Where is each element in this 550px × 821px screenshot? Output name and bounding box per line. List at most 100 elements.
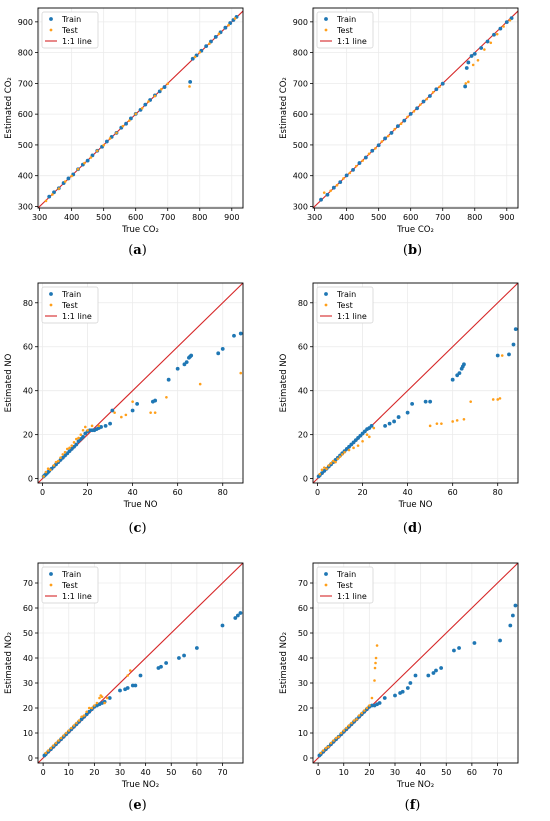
test-point bbox=[61, 453, 65, 456]
legend-train-label: Train bbox=[61, 290, 81, 299]
test-point bbox=[332, 739, 335, 742]
train-point bbox=[338, 180, 343, 185]
test-point bbox=[54, 460, 58, 464]
x-tick-label: 0 bbox=[41, 768, 46, 777]
test-point bbox=[95, 701, 99, 705]
train-point bbox=[510, 613, 515, 618]
test-point bbox=[365, 706, 369, 710]
x-axis-label: True NO₂ bbox=[396, 780, 434, 790]
train-point bbox=[164, 661, 169, 665]
x-tick-label: 0 bbox=[315, 488, 320, 497]
test-point bbox=[198, 51, 202, 54]
test-point bbox=[74, 437, 78, 441]
train-point bbox=[408, 681, 413, 685]
test-point bbox=[347, 724, 351, 727]
test-point bbox=[128, 669, 132, 672]
train-point bbox=[509, 16, 514, 21]
train-point bbox=[81, 434, 85, 439]
x-tick-label: 0 bbox=[316, 768, 321, 777]
test-point bbox=[345, 726, 348, 730]
test-point bbox=[90, 706, 94, 710]
train-point bbox=[99, 425, 103, 429]
train-point bbox=[457, 646, 461, 650]
test-point bbox=[97, 424, 101, 428]
test-point bbox=[49, 468, 52, 472]
train-point bbox=[369, 423, 374, 428]
train-point bbox=[363, 155, 368, 160]
x-tick-label: 60 bbox=[448, 488, 458, 497]
train-point bbox=[387, 421, 392, 426]
x-tick-label: 300 bbox=[32, 213, 47, 222]
train-point bbox=[498, 26, 503, 31]
train-point bbox=[393, 693, 397, 698]
test-point bbox=[352, 719, 356, 722]
test-point bbox=[338, 455, 342, 458]
legend-test-marker bbox=[324, 28, 328, 32]
test-point bbox=[367, 152, 371, 156]
y-tick-label: 60 bbox=[23, 343, 33, 352]
train-point bbox=[408, 111, 413, 116]
test-point bbox=[368, 704, 371, 707]
x-tick-label: 800 bbox=[192, 213, 207, 222]
test-point bbox=[193, 55, 197, 59]
y-tick-label: 80 bbox=[23, 299, 33, 308]
test-point bbox=[342, 729, 346, 732]
test-point bbox=[100, 695, 104, 699]
plot-frame bbox=[37, 282, 244, 484]
x-tick-label: 10 bbox=[64, 768, 74, 777]
test-point bbox=[321, 749, 325, 752]
legend-line-label: 1:1 line bbox=[337, 312, 367, 321]
test-point bbox=[352, 446, 355, 450]
train-point bbox=[495, 353, 500, 358]
test-point bbox=[52, 744, 55, 747]
y-tick-label: 40 bbox=[298, 654, 308, 663]
test-point bbox=[79, 433, 83, 436]
y-tick-label: 70 bbox=[23, 579, 33, 588]
train-point bbox=[331, 185, 336, 190]
test-point bbox=[198, 382, 202, 386]
train-point bbox=[90, 153, 95, 158]
test-point bbox=[399, 122, 403, 125]
y-tick-label: 300 bbox=[18, 202, 33, 211]
legend-train-marker bbox=[49, 17, 53, 21]
x-tick-label: 900 bbox=[499, 213, 514, 222]
train-point bbox=[157, 89, 162, 94]
test-point bbox=[489, 41, 493, 45]
test-point bbox=[208, 42, 211, 45]
test-point bbox=[81, 428, 85, 432]
x-tick-label: 80 bbox=[218, 488, 228, 497]
test-point bbox=[495, 32, 499, 36]
test-point bbox=[322, 191, 326, 194]
train-point bbox=[511, 342, 516, 347]
test-point bbox=[105, 696, 109, 700]
x-tick-label: 500 bbox=[96, 213, 111, 222]
train-point bbox=[47, 194, 52, 199]
x-tick-label: 50 bbox=[166, 768, 176, 777]
legend-train-label: Train bbox=[61, 15, 81, 24]
test-point bbox=[120, 415, 123, 419]
test-point bbox=[89, 156, 93, 159]
x-tick-label: 40 bbox=[403, 488, 413, 497]
panel-label-e: (e) bbox=[128, 798, 147, 813]
train-point bbox=[457, 371, 462, 376]
test-point bbox=[84, 425, 87, 429]
y-tick-label: 10 bbox=[298, 729, 308, 738]
y-tick-label: 30 bbox=[298, 679, 308, 688]
plot-frame bbox=[312, 282, 519, 484]
test-point bbox=[370, 696, 374, 700]
train-point bbox=[383, 423, 387, 428]
test-point bbox=[44, 199, 48, 203]
y-tick-label: 50 bbox=[23, 629, 33, 638]
train-point bbox=[452, 648, 456, 653]
y-tick-label: 500 bbox=[18, 141, 33, 150]
test-point bbox=[372, 426, 376, 430]
x-axis-label: True NO₂ bbox=[121, 780, 159, 790]
legend-test-label: Test bbox=[61, 581, 78, 590]
test-point bbox=[335, 183, 339, 187]
train-point bbox=[190, 56, 195, 61]
test-point bbox=[62, 734, 65, 737]
y-tick-label: 0 bbox=[303, 475, 308, 484]
y-tick-label: 40 bbox=[23, 654, 33, 663]
y-axis-label: Estimated NO₂ bbox=[4, 632, 14, 694]
test-point bbox=[380, 140, 384, 143]
